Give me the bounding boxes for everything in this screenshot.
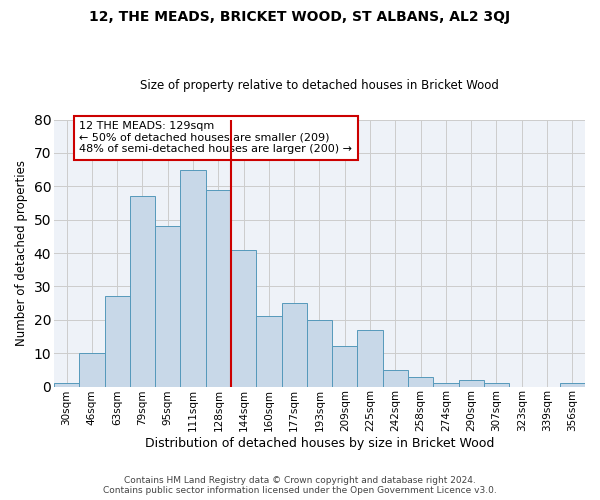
Bar bbox=[383, 370, 408, 386]
Bar bbox=[256, 316, 281, 386]
Bar bbox=[104, 296, 130, 386]
Bar bbox=[206, 190, 231, 386]
Bar bbox=[54, 383, 79, 386]
Y-axis label: Number of detached properties: Number of detached properties bbox=[15, 160, 28, 346]
Title: Size of property relative to detached houses in Bricket Wood: Size of property relative to detached ho… bbox=[140, 79, 499, 92]
Bar bbox=[358, 330, 383, 386]
Bar bbox=[458, 380, 484, 386]
Bar bbox=[231, 250, 256, 386]
Bar bbox=[332, 346, 358, 387]
Bar bbox=[281, 303, 307, 386]
Bar bbox=[433, 383, 458, 386]
Bar bbox=[484, 383, 509, 386]
Bar bbox=[560, 383, 585, 386]
Bar bbox=[79, 353, 104, 386]
Text: 12 THE MEADS: 129sqm
← 50% of detached houses are smaller (209)
48% of semi-deta: 12 THE MEADS: 129sqm ← 50% of detached h… bbox=[79, 121, 352, 154]
X-axis label: Distribution of detached houses by size in Bricket Wood: Distribution of detached houses by size … bbox=[145, 437, 494, 450]
Bar bbox=[408, 376, 433, 386]
Bar bbox=[181, 170, 206, 386]
Bar bbox=[307, 320, 332, 386]
Text: Contains HM Land Registry data © Crown copyright and database right 2024.
Contai: Contains HM Land Registry data © Crown c… bbox=[103, 476, 497, 495]
Text: 12, THE MEADS, BRICKET WOOD, ST ALBANS, AL2 3QJ: 12, THE MEADS, BRICKET WOOD, ST ALBANS, … bbox=[89, 10, 511, 24]
Bar bbox=[155, 226, 181, 386]
Bar bbox=[130, 196, 155, 386]
